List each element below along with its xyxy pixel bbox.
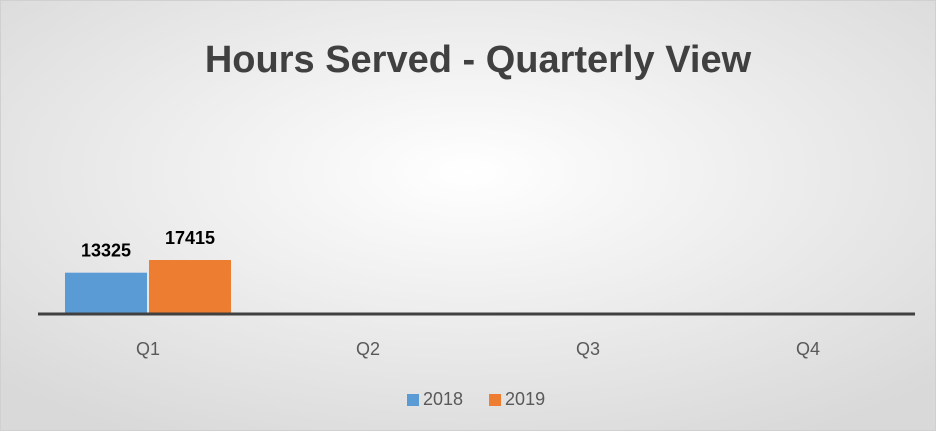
legend-swatch — [407, 394, 419, 406]
legend-swatch — [489, 394, 502, 406]
chart-title: Hours Served - Quarterly View — [205, 39, 752, 81]
legend-label: 2019 — [505, 389, 545, 409]
x-tick-label: Q1 — [136, 339, 160, 359]
data-label: 13325 — [81, 240, 131, 260]
bar — [149, 260, 231, 314]
x-tick-label: Q3 — [576, 339, 600, 359]
x-tick-label: Q4 — [796, 339, 820, 359]
data-label: 17415 — [165, 228, 215, 248]
x-tick-label: Q2 — [356, 339, 380, 359]
bar — [65, 272, 147, 314]
legend-label: 2018 — [423, 389, 463, 409]
